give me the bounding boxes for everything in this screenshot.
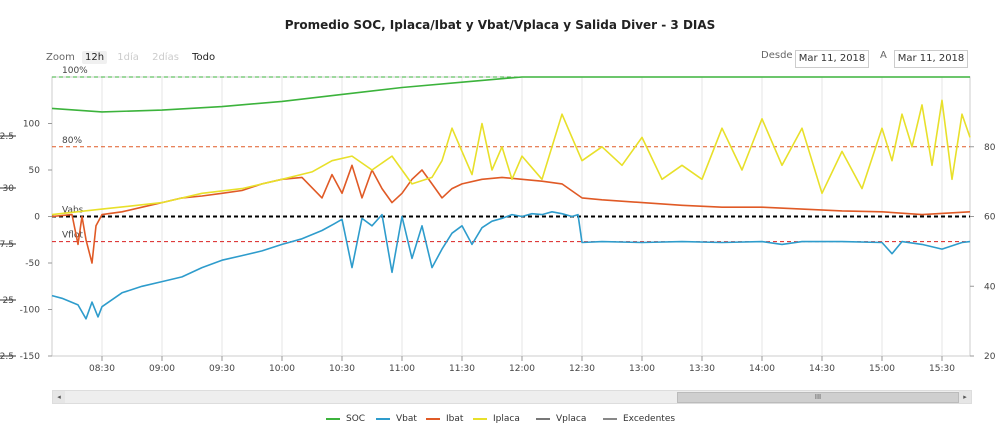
y-voltage-tick-label: 2.5 xyxy=(0,132,14,142)
y-current-tick-label: 0 xyxy=(34,213,40,223)
legend-item-soc[interactable]: SOC xyxy=(326,414,365,424)
legend-swatch-soc xyxy=(326,417,340,420)
series-line-soc xyxy=(51,76,970,113)
range-from-label: Desde xyxy=(761,50,793,61)
y-voltage-tick-label: 30 xyxy=(3,184,15,194)
plot-line-label: Vflot xyxy=(62,231,83,241)
x-tick-label: 11:00 xyxy=(389,364,415,374)
zoom-button-2days[interactable]: 2días xyxy=(152,52,179,63)
x-tick-label: 14:00 xyxy=(749,364,775,374)
zoom-label: Zoom xyxy=(46,52,75,63)
series-line-vbat xyxy=(51,211,971,320)
legend-item-vplaca[interactable]: Vplaca xyxy=(536,414,586,424)
x-tick-label: 10:00 xyxy=(269,364,295,374)
legend-swatch-vplaca xyxy=(536,417,550,420)
range-to-input[interactable]: Mar 11, 2018 xyxy=(894,50,968,68)
y-current-tick-label: -50 xyxy=(25,259,40,269)
series-line-iplaca xyxy=(51,99,971,216)
legend-label-ibat: Ibat xyxy=(446,414,464,424)
x-tick-label: 12:30 xyxy=(569,364,595,374)
y-current-tick-label: -150 xyxy=(20,352,41,362)
scroll-right-arrow[interactable]: ▸ xyxy=(959,391,971,403)
y-right-tick-label: 60 xyxy=(984,213,996,223)
y-voltage-tick-label: 7.5 xyxy=(0,240,14,250)
range-from-input[interactable]: Mar 11, 2018 xyxy=(795,50,869,68)
chart-legend: SOC Vbat Ibat Iplaca Vplaca Excedentes xyxy=(0,414,1000,430)
zoom-button-1day[interactable]: 1día xyxy=(117,52,139,63)
y-current-tick-label: -100 xyxy=(20,306,41,316)
navigator-scrollbar[interactable]: ◂ III ▸ xyxy=(52,390,972,404)
scrollbar-grip-icon: III xyxy=(814,393,822,401)
plot-line-label: Vabs xyxy=(62,206,84,216)
legend-item-iplaca[interactable]: Iplaca xyxy=(473,414,520,424)
legend-label-iplaca: Iplaca xyxy=(493,414,520,424)
range-to-label: A xyxy=(880,50,887,61)
legend-label-vbat: Vbat xyxy=(396,414,417,424)
y-voltage-tick-label: 25 xyxy=(3,296,14,306)
x-tick-label: 09:30 xyxy=(209,364,235,374)
legend-label-vplaca: Vplaca xyxy=(556,414,587,424)
x-tick-label: 15:30 xyxy=(929,364,955,374)
chart-title: Promedio SOC, Iplaca/Ibat y Vbat/Vplaca … xyxy=(284,18,716,32)
zoom-button-12h[interactable]: 12h xyxy=(82,51,108,64)
x-tick-label: 09:00 xyxy=(149,364,175,374)
plot-line-label: 100% xyxy=(62,66,88,76)
x-tick-label: 14:30 xyxy=(809,364,835,374)
chart-plot: 08:30 09:00 09:30 10:00 10:30 11:00 11:30 12:00… xyxy=(0,66,996,374)
series-line-ibat xyxy=(51,164,971,264)
y-right-tick-label: 80 xyxy=(984,143,996,153)
legend-item-vbat[interactable]: Vbat xyxy=(376,414,417,424)
x-tick-label: 15:00 xyxy=(869,364,895,374)
plot-line-label: 80% xyxy=(62,136,82,146)
y-right-tick-label: 40 xyxy=(984,282,996,292)
y-voltage-tick-label: 2.5 xyxy=(0,352,14,362)
legend-label-excedentes: Excedentes xyxy=(623,414,676,424)
legend-swatch-excedentes xyxy=(603,417,617,420)
x-tick-label: 10:30 xyxy=(329,364,355,374)
legend-swatch-iplaca xyxy=(473,417,487,420)
legend-swatch-ibat xyxy=(426,417,440,420)
legend-swatch-vbat xyxy=(376,417,390,420)
x-tick-label: 08:30 xyxy=(89,364,115,374)
x-tick-label: 13:00 xyxy=(629,364,655,374)
legend-item-ibat[interactable]: Ibat xyxy=(426,414,463,424)
x-tick-label: 13:30 xyxy=(689,364,715,374)
zoom-button-all[interactable]: Todo xyxy=(192,52,216,63)
y-right-tick-label: 20 xyxy=(984,352,996,362)
zoom-selector: Zoom 12h 1día 2días Todo xyxy=(46,51,222,64)
x-tick-label: 11:30 xyxy=(449,364,475,374)
scrollbar-thumb[interactable]: III xyxy=(677,392,959,403)
legend-item-excedentes[interactable]: Excedentes xyxy=(603,414,675,424)
legend-label-soc: SOC xyxy=(346,414,366,424)
y-current-tick-label: 50 xyxy=(29,166,41,176)
y-current-tick-label: 100 xyxy=(23,120,40,130)
x-tick-label: 12:00 xyxy=(509,364,535,374)
scroll-left-arrow[interactable]: ◂ xyxy=(53,391,65,403)
